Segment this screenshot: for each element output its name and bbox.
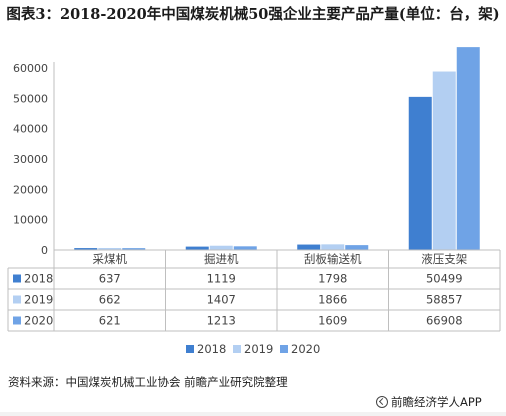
table-series-label: 2020 <box>24 314 53 328</box>
table-legend-swatch-2019 <box>13 295 21 304</box>
bar-2018-3 <box>408 96 432 251</box>
chart-title: 图表3：2018-2020年中国煤炭机械50强企业主要产品产量(单位：台，架) <box>6 6 500 23</box>
y-tick-label: 10000 <box>13 214 48 227</box>
legend-label: 2018 <box>197 342 226 356</box>
legend-label: 2020 <box>291 342 320 356</box>
bar-2018-0 <box>74 248 98 250</box>
y-tick-label: 40000 <box>13 123 48 136</box>
table-value-cell: 1609 <box>318 314 347 328</box>
bar-2020-2 <box>345 245 369 250</box>
y-tick-label: 50000 <box>13 92 48 105</box>
brand-name: 前瞻经济学人APP <box>391 395 482 409</box>
table-value-cell: 1213 <box>207 314 236 328</box>
table-series-label: 2019 <box>24 293 53 307</box>
brand-logo: 前瞻经济学人APP <box>376 394 482 410</box>
legend-swatch-2019 <box>233 345 241 353</box>
bar-2019-0 <box>98 247 122 250</box>
brand-mark-icon <box>376 396 388 408</box>
table-value-cell: 1119 <box>207 272 236 286</box>
table-series-label: 2018 <box>24 272 53 286</box>
table-value-cell: 50499 <box>426 272 463 286</box>
y-tick-label: 60000 <box>13 62 48 75</box>
table-value-cell: 662 <box>99 293 121 307</box>
bar-2020-1 <box>233 246 257 250</box>
bar-2019-2 <box>321 244 345 250</box>
legend-label: 2019 <box>244 342 273 356</box>
table-legend-swatch-2020 <box>13 316 21 325</box>
table-value-cell: 1798 <box>318 272 347 286</box>
bar-2019-1 <box>209 245 233 250</box>
y-tick-label: 20000 <box>13 183 48 196</box>
table-value-cell: 66908 <box>426 314 463 328</box>
legend-swatch-2018 <box>186 345 194 353</box>
legend-swatch-2020 <box>280 345 288 353</box>
bar-2020-0 <box>122 248 146 250</box>
table-value-cell: 1407 <box>207 293 236 307</box>
bar-2020-3 <box>456 47 480 250</box>
bar-2019-3 <box>432 71 456 250</box>
footer-divider <box>0 412 506 416</box>
source-note: 资料来源：中国煤炭机械工业协会 前瞻产业研究院整理 <box>8 375 288 389</box>
table-value-cell: 621 <box>99 314 121 328</box>
table-legend-swatch-2018 <box>13 274 21 283</box>
table-value-cell: 637 <box>99 272 121 286</box>
y-tick-label: 30000 <box>13 153 48 166</box>
table-category-label: 掘进机 <box>204 252 239 266</box>
table-value-cell: 58857 <box>426 293 463 307</box>
bar-2018-1 <box>185 246 209 250</box>
y-tick-label: 0 <box>41 244 48 257</box>
table-category-label: 刮板输送机 <box>304 252 362 266</box>
table-category-label: 液压支架 <box>421 252 467 266</box>
table-value-cell: 1866 <box>318 293 347 307</box>
table-category-label: 采煤机 <box>93 252 128 266</box>
bar-2018-2 <box>297 244 321 250</box>
